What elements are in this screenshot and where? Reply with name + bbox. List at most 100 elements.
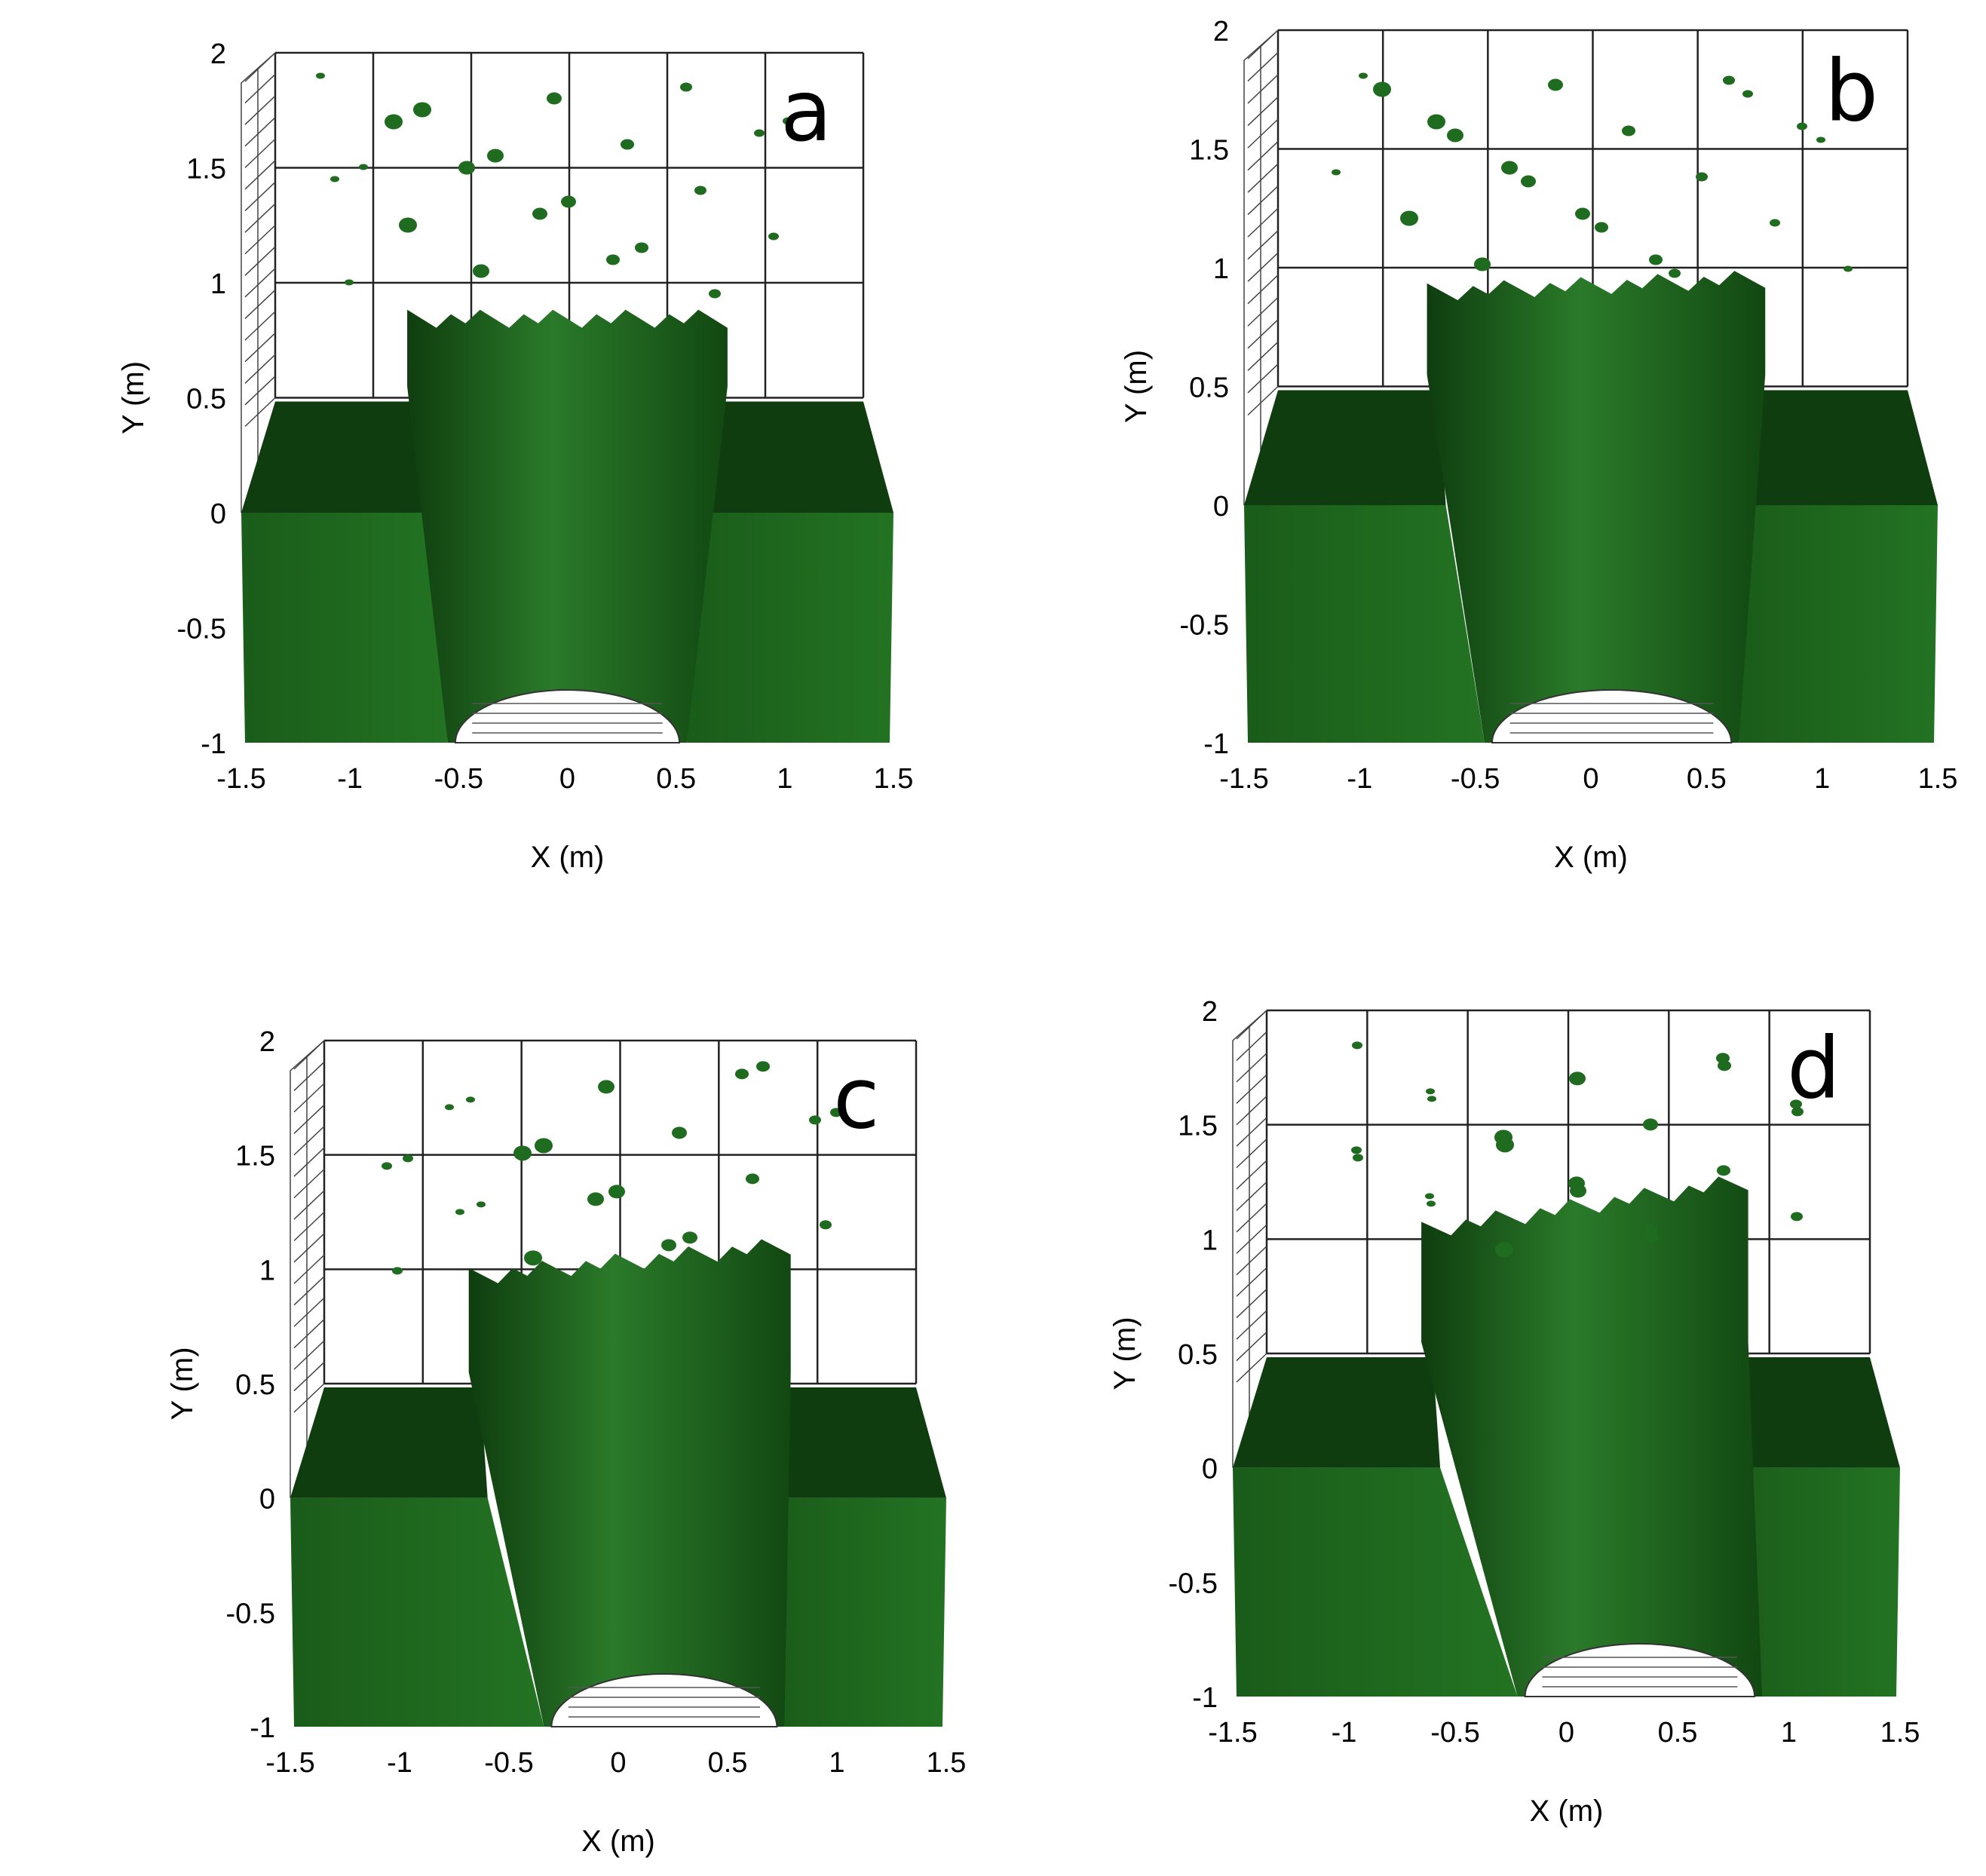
y-tick-label: -1 <box>1192 1682 1218 1714</box>
droplet <box>1723 75 1735 85</box>
side-wall <box>241 52 276 513</box>
droplet <box>608 1185 625 1199</box>
droplet <box>672 1127 687 1139</box>
left-block-top <box>290 1387 488 1498</box>
water-jet <box>1427 271 1766 743</box>
droplet <box>532 207 547 220</box>
droplet <box>1569 1071 1586 1086</box>
x-tick-label: 0 <box>610 1747 626 1779</box>
y-tick-label: 1 <box>210 268 226 300</box>
droplet <box>1353 1154 1363 1162</box>
x-axis-label: X (m) <box>1530 1795 1604 1828</box>
side-hatch <box>1247 341 1279 371</box>
side-hatch <box>293 1147 325 1177</box>
side-hatch <box>1236 1224 1267 1254</box>
side-hatch <box>244 138 276 168</box>
droplet <box>1770 219 1780 227</box>
droplet <box>746 1173 759 1185</box>
x-tick-label: 0.5 <box>656 763 696 795</box>
x-tick-label: -1 <box>1347 763 1372 795</box>
side-hatch <box>1247 274 1279 305</box>
droplet <box>477 1201 486 1208</box>
water-jet <box>1421 1176 1763 1697</box>
droplet <box>1816 136 1825 143</box>
side-hatch <box>1247 141 1279 171</box>
x-axis-label: X (m) <box>1554 841 1628 874</box>
side-hatch <box>1247 207 1279 238</box>
left-block-top <box>241 401 427 513</box>
x-tick-label: -1.5 <box>265 1747 314 1779</box>
droplet <box>458 161 475 175</box>
droplet <box>392 1267 403 1275</box>
side-hatch <box>293 1190 325 1220</box>
droplet <box>403 1154 413 1163</box>
side-hatch <box>1247 74 1279 104</box>
side-hatch <box>244 117 276 147</box>
side-hatch <box>293 1276 325 1306</box>
side-hatch <box>244 397 276 428</box>
left-block-front <box>1233 1467 1518 1697</box>
droplet <box>524 1250 542 1266</box>
side-hatch <box>1247 385 1279 416</box>
y-tick-label: 0 <box>259 1484 275 1516</box>
droplet <box>466 1096 475 1103</box>
droplet <box>768 232 779 241</box>
x-tick-label: 1 <box>777 763 792 795</box>
droplet <box>587 1192 604 1206</box>
side-hatch <box>244 95 276 125</box>
droplet <box>1595 222 1608 233</box>
side-hatch <box>1236 1353 1267 1383</box>
right-block-front <box>1739 505 1938 743</box>
x-tick-label: 1 <box>1814 763 1830 795</box>
droplet <box>1643 1118 1658 1131</box>
y-axis-label: Y (m) <box>166 1347 199 1420</box>
side-hatch <box>244 289 276 320</box>
y-tick-label: 2 <box>259 1026 275 1058</box>
droplet <box>385 114 403 130</box>
droplet <box>735 1068 749 1080</box>
x-tick-label: -1 <box>387 1747 412 1779</box>
droplet <box>413 102 431 118</box>
side-hatch <box>1236 1031 1267 1061</box>
side-hatch <box>244 246 276 276</box>
panel-d: -1.5 -1 -0.5 0 0.5 1 1.521.510.50-0.5-1X (m)Y … <box>1108 996 1920 1828</box>
side-hatch <box>244 203 276 233</box>
droplet <box>1495 1242 1513 1258</box>
side-hatch <box>293 1340 325 1370</box>
droplet <box>1548 78 1563 91</box>
droplet <box>1425 1193 1434 1200</box>
side-hatch <box>1236 1310 1267 1340</box>
side-hatch <box>1236 1139 1267 1169</box>
droplets <box>1332 72 1853 278</box>
panel-label: b <box>1825 43 1878 141</box>
x-tick-label: 1.5 <box>874 763 914 795</box>
x-tick-label: -0.5 <box>434 763 483 795</box>
y-tick-label: 0 <box>1202 1454 1218 1485</box>
droplet <box>1332 169 1341 176</box>
droplet <box>330 176 339 182</box>
droplet <box>1568 1176 1585 1191</box>
side-hatch <box>1247 185 1279 216</box>
side-hatch <box>1247 252 1279 282</box>
droplet <box>1717 1165 1730 1176</box>
side-hatch <box>293 1297 325 1327</box>
y-axis-label: Y (m) <box>117 361 150 434</box>
panel-label: c <box>833 1050 880 1148</box>
droplet <box>783 117 793 125</box>
droplet <box>830 1108 842 1117</box>
side-hatch <box>1247 97 1279 127</box>
right-block-top <box>708 401 893 513</box>
y-axis-label: Y (m) <box>1108 1317 1142 1390</box>
x-tick-label: -0.5 <box>484 1747 533 1779</box>
droplet <box>606 254 620 265</box>
y-tick-label: 1.5 <box>235 1141 275 1172</box>
x-tick-label: 1 <box>1781 1717 1797 1749</box>
side-hatch <box>1236 1203 1267 1233</box>
droplet <box>1351 1146 1362 1154</box>
droplet <box>399 217 417 233</box>
left-block-front <box>290 1497 544 1727</box>
right-block-front <box>1729 1467 1900 1697</box>
side-hatch <box>293 1233 325 1263</box>
droplet <box>345 279 354 286</box>
side-hatch <box>293 1040 325 1070</box>
